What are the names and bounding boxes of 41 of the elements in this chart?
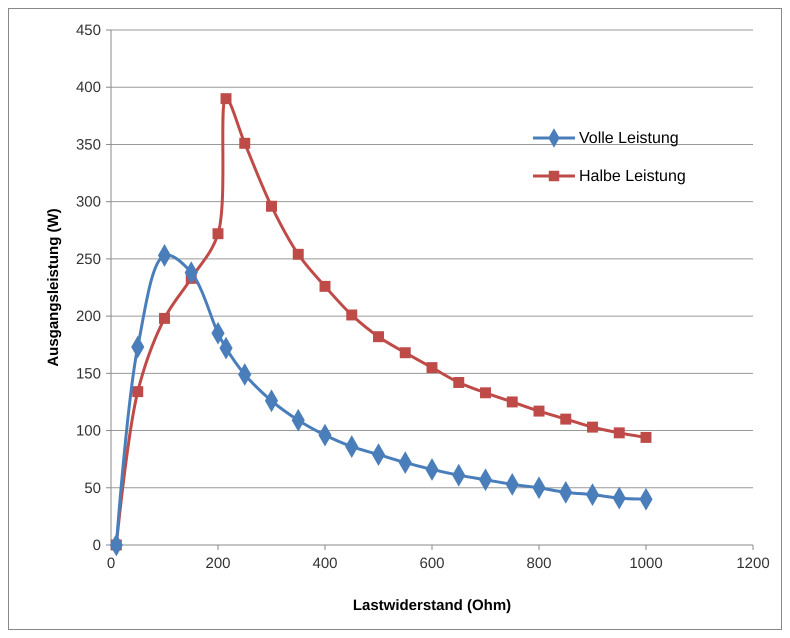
- point: [480, 387, 491, 398]
- y-tick-label: 0: [92, 537, 101, 554]
- x-tick-label: 800: [526, 555, 552, 572]
- legend-label: Volle Leistung: [579, 130, 679, 147]
- x-tick-label: 200: [205, 555, 231, 572]
- y-tick-label: 350: [76, 136, 101, 154]
- point: [400, 347, 411, 358]
- y-tick-label: 450: [76, 22, 101, 39]
- point: [212, 228, 224, 240]
- x-tick-label: 400: [312, 555, 338, 572]
- point: [320, 280, 330, 292]
- point: [453, 377, 464, 388]
- y-tick-label: 300: [76, 194, 101, 211]
- point: [132, 386, 144, 398]
- x-tick-label: 1000: [629, 555, 663, 572]
- point: [292, 248, 304, 260]
- x-tick-label: 600: [419, 555, 445, 572]
- point: [614, 427, 625, 438]
- point: [426, 362, 438, 374]
- y-tick-label: 250: [76, 250, 101, 268]
- x-tick-label: 0: [106, 555, 116, 572]
- point: [346, 309, 358, 320]
- point: [220, 93, 232, 104]
- point: [266, 200, 277, 212]
- point: [587, 422, 598, 433]
- y-tick-label: 100: [76, 422, 101, 440]
- point: [560, 414, 572, 425]
- y-tick-label: 400: [76, 79, 101, 96]
- y-tick-label: 50: [84, 480, 101, 497]
- point: [506, 396, 518, 408]
- legend-label: Halbe Leistung: [579, 168, 686, 185]
- x-axis-title: Lastwiderstand (Ohm): [352, 597, 512, 614]
- point: [239, 138, 250, 149]
- point: [159, 312, 170, 324]
- point: [534, 406, 544, 417]
- point: [373, 331, 384, 342]
- point: [640, 432, 652, 443]
- x-tick-label: 1200: [736, 555, 770, 572]
- y-tick-label: 150: [76, 365, 101, 382]
- y-tick-label: 200: [76, 308, 101, 326]
- y-axis-title: Ausgangsleistung (W): [45, 208, 62, 367]
